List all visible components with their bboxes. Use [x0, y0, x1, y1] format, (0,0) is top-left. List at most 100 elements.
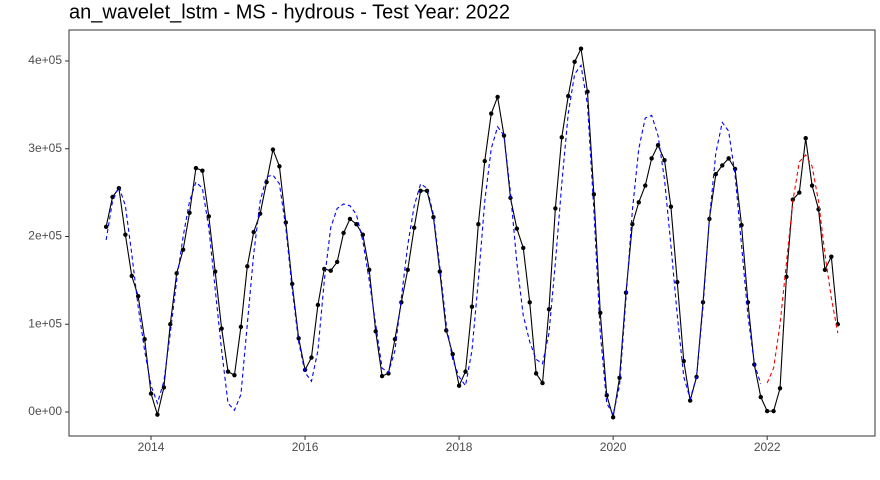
data-point	[572, 59, 577, 65]
data-point	[161, 385, 167, 390]
data-point	[309, 355, 314, 360]
data-point	[123, 232, 128, 237]
data-point	[212, 269, 218, 274]
data-point	[822, 267, 828, 273]
data-point	[649, 156, 654, 161]
panel-border	[68, 29, 876, 437]
data-point	[489, 111, 494, 116]
data-point	[129, 273, 134, 279]
data-point	[347, 216, 353, 222]
data-point	[540, 380, 545, 386]
data-point	[232, 372, 237, 378]
data-point	[514, 226, 520, 231]
data-point	[546, 307, 552, 312]
data-point	[713, 171, 719, 177]
data-point	[816, 207, 821, 212]
data-point	[527, 300, 532, 305]
data-point	[803, 136, 808, 141]
data-point	[238, 324, 244, 330]
data-point	[206, 214, 211, 219]
data-point	[604, 393, 609, 398]
data-point	[296, 336, 301, 341]
y-tick-label: 1e+05	[28, 316, 62, 330]
data-point	[726, 156, 731, 161]
data-point	[610, 415, 616, 420]
x-tick-label: 2022	[754, 440, 781, 454]
x-tick-label: 2016	[292, 440, 319, 454]
data-point	[521, 245, 526, 251]
y-tick-label: 3e+05	[28, 141, 62, 155]
data-point	[155, 412, 160, 417]
data-point	[495, 94, 500, 100]
chart-title: an_wavelet_lstm - MS - hydrous - Test Ye…	[69, 1, 510, 23]
x-tick-label: 2014	[138, 440, 165, 454]
data-point	[675, 279, 680, 285]
data-point	[668, 204, 674, 209]
x-tick-label: 2020	[600, 440, 627, 454]
data-point	[373, 329, 378, 334]
series-line	[105, 63, 762, 417]
data-point	[418, 188, 423, 194]
data-point	[148, 391, 154, 396]
data-point	[469, 304, 475, 309]
data-point	[251, 229, 256, 235]
data-point	[431, 214, 436, 220]
data-point	[405, 267, 410, 273]
data-point	[598, 310, 603, 316]
data-point	[720, 163, 725, 168]
data-point	[829, 254, 834, 259]
data-point	[662, 157, 667, 163]
data-point	[135, 293, 141, 299]
data-point	[354, 222, 359, 227]
data-point	[771, 408, 776, 414]
data-point	[315, 302, 321, 308]
data-point	[758, 394, 763, 400]
data-point	[334, 259, 340, 265]
series-line	[766, 153, 839, 384]
data-point	[411, 225, 417, 230]
data-point	[290, 281, 295, 287]
data-point	[193, 165, 199, 171]
data-point	[225, 369, 231, 374]
data-point	[103, 224, 109, 230]
data-point	[187, 210, 192, 215]
data-point	[437, 269, 443, 274]
data-point	[328, 268, 333, 273]
data-point	[482, 158, 487, 164]
data-point	[777, 386, 783, 391]
y-tick-label: 0e+00	[28, 404, 62, 418]
data-point	[277, 164, 282, 169]
data-point	[630, 222, 635, 227]
data-point	[476, 222, 481, 227]
y-tick-label: 4e+05	[28, 53, 62, 67]
data-point	[617, 375, 622, 380]
data-point	[578, 46, 584, 51]
data-point	[379, 373, 385, 379]
data-point	[245, 264, 250, 269]
data-point	[456, 383, 462, 388]
data-point	[219, 326, 224, 331]
data-point	[180, 247, 186, 252]
data-point	[681, 358, 686, 364]
y-tick-label: 2e+05	[28, 229, 62, 243]
x-tick-label: 2018	[446, 440, 473, 454]
data-point	[559, 135, 564, 140]
data-point	[200, 168, 205, 173]
series-line	[105, 46, 839, 418]
data-point	[585, 89, 590, 94]
data-point	[636, 200, 641, 205]
data-point	[809, 183, 815, 188]
data-point	[591, 192, 597, 197]
data-point	[463, 369, 468, 374]
data-point	[566, 93, 571, 99]
data-point	[797, 190, 802, 195]
data-point	[643, 183, 648, 188]
data-point	[553, 206, 558, 211]
data-point	[341, 230, 346, 236]
data-point	[764, 408, 770, 414]
data-point	[533, 371, 539, 376]
data-point	[732, 166, 738, 172]
data-point	[270, 147, 276, 152]
data-point	[739, 222, 744, 228]
